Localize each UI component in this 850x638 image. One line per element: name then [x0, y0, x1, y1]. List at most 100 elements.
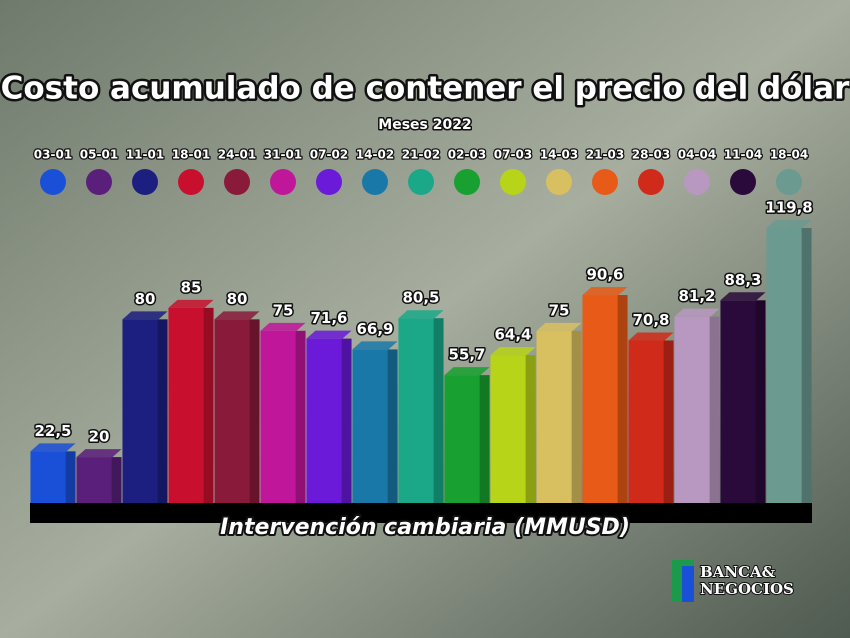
legend-label: 03-01 [34, 148, 72, 162]
legend-swatch [316, 169, 342, 195]
logo-icon [682, 566, 694, 602]
data-label: 88,3 [724, 271, 761, 289]
bar [260, 330, 306, 503]
bar-shade [755, 300, 766, 503]
legend-label: 18-01 [172, 148, 210, 162]
bar-top [628, 332, 674, 341]
bar-top [398, 310, 444, 319]
bar [352, 349, 398, 503]
data-label: 80 [135, 290, 156, 308]
legend-label: 18-04 [770, 148, 808, 162]
legend-label: 07-03 [494, 148, 532, 162]
legend-swatch [86, 169, 112, 195]
bar-shade [479, 375, 490, 503]
legend-label: 05-01 [80, 148, 118, 162]
bar-top [352, 341, 398, 350]
bar-shade [249, 319, 260, 503]
data-label: 75 [549, 301, 570, 319]
data-label: 66,9 [356, 320, 393, 338]
data-label: 20 [89, 428, 110, 446]
legend-swatch [638, 169, 664, 195]
bar [720, 300, 766, 503]
legend-swatch [546, 169, 572, 195]
legend-swatch [224, 169, 250, 195]
bar-shade [525, 355, 536, 503]
bar-top [490, 347, 536, 356]
bar-shade [65, 451, 76, 503]
bar-top [306, 330, 352, 339]
bar [214, 319, 260, 503]
bar [76, 457, 122, 503]
legend-swatch [408, 169, 434, 195]
bar [674, 316, 720, 503]
legend-label: 28-03 [632, 148, 670, 162]
data-label: 90,6 [586, 266, 623, 284]
legend-label: 04-04 [678, 148, 716, 162]
bar-top [122, 311, 168, 320]
legend-swatch [362, 169, 388, 195]
data-label: 22,5 [34, 422, 71, 440]
chart-subtitle: Meses 2022 [378, 117, 471, 133]
data-label: 85 [181, 278, 202, 296]
data-label: 71,6 [310, 309, 347, 327]
legend-label: 21-02 [402, 148, 440, 162]
bar-top [444, 367, 490, 376]
bar-shade [295, 330, 306, 503]
bar [398, 318, 444, 503]
legend-swatch [684, 169, 710, 195]
bar-shade [203, 307, 214, 503]
bar-shade [571, 330, 582, 503]
bar-top [766, 220, 812, 228]
bar [490, 355, 536, 503]
bar [582, 295, 628, 503]
bar [536, 330, 582, 503]
legend-swatch [178, 169, 204, 195]
legend-label: 02-03 [448, 148, 486, 162]
legend-swatch [776, 169, 802, 195]
bar-shade [341, 338, 352, 503]
bar [628, 340, 674, 503]
data-label: 64,4 [494, 326, 531, 344]
data-label: 80,5 [402, 289, 439, 307]
bar-top [214, 311, 260, 320]
legend-label: 24-01 [218, 148, 256, 162]
legend-label: 07-02 [310, 148, 348, 162]
bar-shade [433, 318, 444, 503]
bar-shade [111, 457, 122, 503]
legend-swatch [40, 169, 66, 195]
chart-title: Costo acumulado de contener el precio de… [1, 71, 850, 107]
bar [30, 451, 76, 503]
bar [444, 375, 490, 503]
data-label: 55,7 [448, 346, 485, 364]
data-label: 75 [273, 301, 294, 319]
data-label: 80 [227, 290, 248, 308]
legend-label: 31-01 [264, 148, 302, 162]
legend-swatch [730, 169, 756, 195]
axis-band [30, 503, 812, 523]
legend-label: 11-04 [724, 148, 762, 162]
bar [766, 228, 812, 503]
bar-shade [387, 349, 398, 503]
legend-swatch [270, 169, 296, 195]
legend-label: 14-03 [540, 148, 578, 162]
bar-shade [709, 316, 720, 503]
bar-top [582, 287, 628, 296]
bar-top [720, 292, 766, 301]
bar-shade [157, 319, 168, 503]
bar [306, 338, 352, 503]
logo-text: BANCA& [700, 563, 776, 581]
legend-swatch [132, 169, 158, 195]
bar-top [30, 443, 76, 452]
bar-shade [663, 340, 674, 503]
data-label: 81,2 [678, 287, 715, 305]
bar [168, 307, 214, 503]
legend-swatch [454, 169, 480, 195]
bar-shade [617, 295, 628, 503]
logo-text: NEGOCIOS [700, 580, 794, 598]
bar-top [260, 322, 306, 331]
bar-top [168, 299, 214, 308]
bar-top [536, 322, 582, 331]
legend-swatch [500, 169, 526, 195]
bar-top [674, 308, 720, 317]
